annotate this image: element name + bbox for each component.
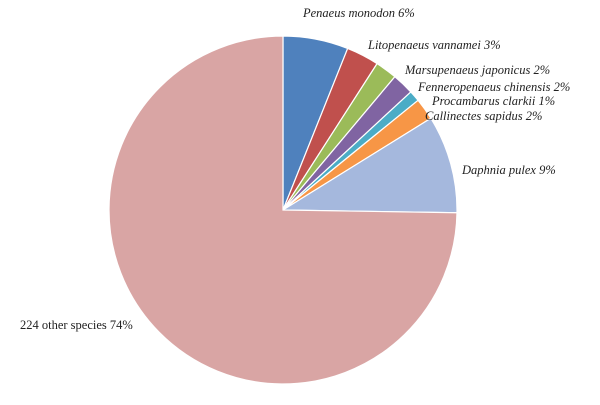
slice-value: 2% xyxy=(533,63,550,77)
slice-label: Procambarus clarkii 1% xyxy=(431,94,555,108)
slice-label: Litopenaeus vannamei 3% xyxy=(367,38,501,52)
pie-slice xyxy=(280,117,458,214)
slice-value: 1% xyxy=(538,94,555,108)
slice-name: Callinectes sapidus xyxy=(425,109,523,123)
slice-value: 6% xyxy=(398,6,415,20)
slice-value: 9% xyxy=(539,163,556,177)
slice-value: 2% xyxy=(526,109,543,123)
slice-name: Penaeus monodon xyxy=(302,6,395,20)
slice-label: Callinectes sapidus 2% xyxy=(425,109,542,123)
slice-label: Daphnia pulex 9% xyxy=(461,163,556,177)
slice-label: 224 other species 74% xyxy=(20,318,133,332)
slice-name: Procambarus clarkii xyxy=(431,94,536,108)
slice-name: Litopenaeus vannamei xyxy=(367,38,481,52)
pie-slice xyxy=(108,35,458,385)
slice-value: 3% xyxy=(483,38,501,52)
slice-label: Marsupenaeus japonicus 2% xyxy=(404,63,550,77)
slice-name: Marsupenaeus japonicus xyxy=(404,63,530,77)
slice-name: 224 other species xyxy=(20,318,107,332)
slice-name: Fenneropenaeus chinensis xyxy=(417,80,551,94)
slice-value: 74% xyxy=(110,318,133,332)
slice-label: Fenneropenaeus chinensis 2% xyxy=(417,80,570,94)
slice-label: Penaeus monodon 6% xyxy=(302,6,415,20)
slice-name: Daphnia pulex xyxy=(461,163,536,177)
slice-value: 2% xyxy=(554,80,571,94)
